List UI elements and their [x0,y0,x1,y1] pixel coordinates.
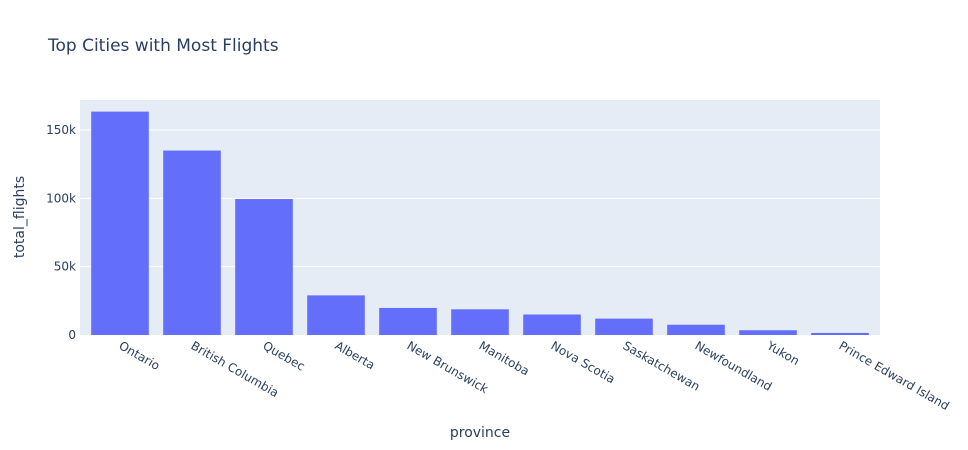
bar-nova-scotia[interactable] [523,314,581,335]
bar-british-columbia[interactable] [163,150,221,335]
y-axis-title: total_flights [12,176,28,258]
bar-alberta[interactable] [307,295,365,335]
x-tick-label: Quebec [261,338,308,373]
x-tick-label: Newfoundland [693,338,775,393]
x-axis-title: province [450,425,510,441]
y-tick-label: 50k [54,260,76,274]
x-tick-label: Manitoba [477,338,532,378]
bars [91,111,869,335]
x-tick-label: Prince Edward Island [837,338,952,413]
bar-saskatchewan[interactable] [595,318,653,335]
x-tick-label: Alberta [333,338,378,372]
y-axis-ticks: 0 50k 100k 150k [46,123,76,342]
x-tick-label: Yukon [764,338,802,368]
bar-ontario[interactable] [91,111,149,335]
x-tick-label: Nova Scotia [549,338,618,386]
bar-prince-edward-island[interactable] [811,332,869,335]
bar-yukon[interactable] [739,330,797,335]
chart-title: Top Cities with Most Flights [47,36,279,56]
y-tick-label: 100k [46,191,76,205]
bar-newfoundland[interactable] [667,324,725,335]
x-tick-label: Ontario [117,338,163,372]
y-tick-label: 150k [46,123,76,137]
bar-quebec[interactable] [235,199,293,335]
bar-manitoba[interactable] [451,309,509,335]
x-tick-label: Saskatchewan [621,338,703,393]
y-tick-label: 0 [68,328,76,342]
bar-new-brunswick[interactable] [379,307,437,335]
